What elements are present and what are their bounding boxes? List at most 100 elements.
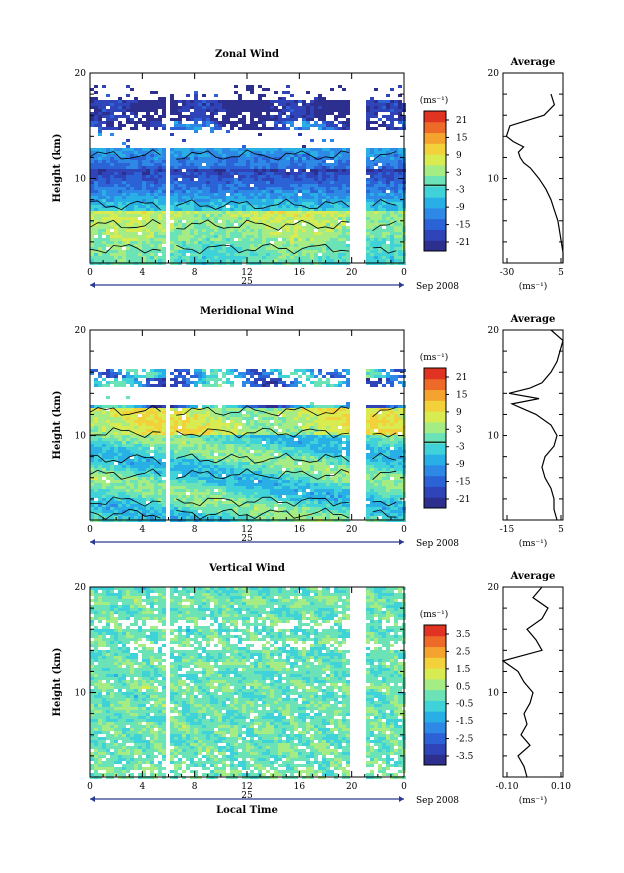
heatmap-cell: [182, 190, 186, 193]
heatmap-cell: [278, 205, 282, 208]
heatmap-cell: [282, 217, 286, 220]
heatmap-cell: [134, 223, 138, 226]
heatmap-cell: [274, 205, 278, 208]
heatmap-cell: [330, 420, 334, 423]
heatmap-cell: [342, 211, 346, 214]
heatmap-cell: [142, 172, 146, 175]
heatmap-cell: [366, 217, 370, 220]
heatmap-cell: [386, 115, 390, 118]
heatmap-cell: [386, 127, 390, 130]
heatmap-cell: [394, 211, 398, 214]
colorbar-segment: [424, 132, 446, 144]
heatmap-cell: [334, 124, 338, 127]
heatmap-cell: [110, 157, 114, 160]
heatmap-cell: [310, 408, 314, 411]
heatmap-cell: [266, 175, 270, 178]
heatmap-cell: [270, 181, 274, 184]
heatmap-cell: [218, 250, 222, 253]
heatmap-cell: [390, 378, 394, 381]
heatmap-cell: [226, 238, 230, 241]
heatmap-cell: [106, 238, 110, 241]
heatmap-cell: [338, 199, 342, 202]
heatmap-cell: [342, 226, 346, 229]
heatmap-cell: [174, 432, 178, 435]
heatmap-cell: [382, 106, 386, 109]
heatmap-cell: [90, 259, 94, 262]
heatmap-cell: [270, 187, 274, 190]
heatmap-cell: [266, 444, 270, 447]
heatmap-cell: [198, 420, 202, 423]
heatmap-cell: [158, 432, 162, 435]
heatmap-cell: [170, 241, 174, 244]
heatmap-cell: [150, 244, 154, 247]
heatmap-cell: [330, 148, 334, 151]
heatmap-cell: [290, 199, 294, 202]
heatmap-cell: [366, 208, 370, 211]
heatmap-cell: [278, 109, 282, 112]
heatmap-cell: [390, 124, 394, 127]
heatmap-cell: [218, 100, 222, 103]
heatmap-cell: [106, 112, 110, 115]
heatmap-cell: [342, 127, 346, 130]
heatmap-cell: [158, 238, 162, 241]
heatmap-cell: [290, 372, 294, 375]
heatmap-cell: [242, 205, 246, 208]
heatmap-cell: [346, 250, 350, 253]
heatmap-cell: [318, 208, 322, 211]
heatmap-cell: [334, 178, 338, 181]
heatmap-cell: [146, 181, 150, 184]
heatmap-cell: [282, 253, 286, 256]
heatmap-cell: [234, 202, 238, 205]
heatmap-cell: [262, 148, 266, 151]
heatmap-cell: [262, 178, 266, 181]
heatmap-cell: [98, 115, 102, 118]
heatmap-cell: [210, 172, 214, 175]
heatmap-cell: [298, 414, 302, 417]
heatmap-cell: [162, 369, 166, 372]
heatmap-cell: [134, 414, 138, 417]
heatmap-cell: [178, 444, 182, 447]
heatmap-cell: [342, 199, 346, 202]
heatmap-cell: [294, 193, 298, 196]
heatmap-cell: [238, 208, 242, 211]
heatmap-cell: [134, 244, 138, 247]
heatmap-cell: [182, 253, 186, 256]
heatmap-cell: [262, 438, 266, 441]
heatmap-cell: [234, 441, 238, 444]
heatmap-cell: [386, 166, 390, 169]
heatmap-cell: [198, 169, 202, 172]
heatmap-cell: [130, 211, 134, 214]
heatmap-cell: [330, 432, 334, 435]
heatmap-cell: [282, 175, 286, 178]
heatmap-cell: [218, 160, 222, 163]
heatmap-cell: [102, 112, 106, 115]
heatmap-cell: [110, 372, 114, 375]
heatmap-cell: [138, 109, 142, 112]
heatmap-cell: [114, 190, 118, 193]
heatmap-cell: [210, 163, 214, 166]
heatmap-cell: [98, 384, 102, 387]
heatmap-cell: [330, 166, 334, 169]
heatmap-cell: [366, 250, 370, 253]
heatmap-cell: [286, 190, 290, 193]
heatmap-cell: [318, 372, 322, 375]
heatmap-cell: [138, 441, 142, 444]
heatmap-cell: [134, 172, 138, 175]
heatmap-cell: [282, 414, 286, 417]
heatmap-cell: [370, 426, 374, 429]
heatmap-cell: [338, 226, 342, 229]
heatmap-cell: [126, 205, 130, 208]
heatmap-cell: [342, 151, 346, 154]
heatmap-cell: [294, 112, 298, 115]
heatmap-cell: [250, 88, 254, 91]
heatmap-cell: [162, 217, 166, 220]
heatmap-cell: [118, 420, 122, 423]
heatmap-cell: [306, 423, 310, 426]
heatmap-cell: [170, 175, 174, 178]
heatmap-cell: [122, 420, 126, 423]
heatmap-cell: [294, 429, 298, 432]
heatmap-cell: [366, 160, 370, 163]
heatmap-cell: [102, 241, 106, 244]
heatmap-cell: [194, 417, 198, 420]
heatmap-cell: [250, 211, 254, 214]
